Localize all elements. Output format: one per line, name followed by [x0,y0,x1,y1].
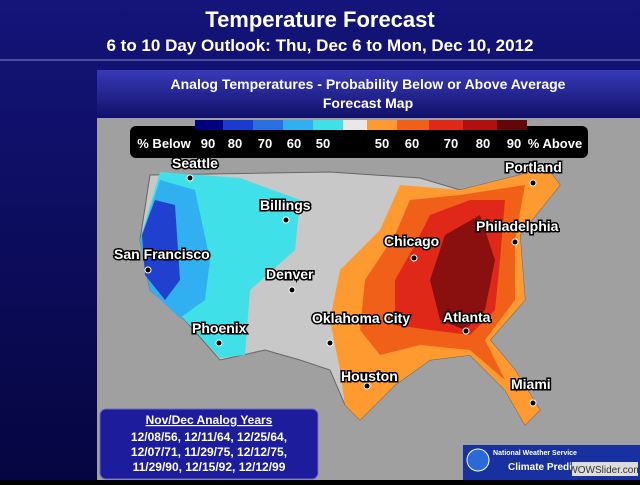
city-label: Miami [511,376,551,392]
logo-text: Climate Prediction Center [508,462,630,473]
city-dot [529,399,537,407]
watermark: WOWSlider.com [568,465,640,476]
title: Temperature Forecast [205,7,435,32]
region-below-70 [142,200,180,300]
legend-label: 90 [201,136,215,151]
city-label: Philadelphia [476,218,559,234]
region-above-80 [430,215,495,330]
legend-label: % Below [137,136,191,151]
legend-swatch [367,120,397,130]
legend-label: 50 [375,136,389,151]
city-label: San Francisco [114,246,210,262]
legend-label: 70 [258,136,272,151]
city-dot [288,286,296,294]
legend-swatch [343,120,367,130]
city-label: Chicago [384,233,439,249]
city-dot [215,339,223,347]
legend-label: 60 [287,136,301,151]
noaa-logo [466,448,490,472]
panel-header [97,70,640,118]
city-dot [186,174,194,182]
legend-swatch [397,120,429,130]
city-label: Phoenix [192,320,247,336]
city-dot [410,254,418,262]
city-dot [529,179,537,187]
analog-box [99,408,319,480]
analog-title: Nov/Dec Analog Years [146,413,273,427]
legend-label: 80 [476,136,490,151]
legend-bar [130,126,588,158]
legend-label: 70 [444,136,458,151]
legend-label: 80 [228,136,242,151]
legend-swatch [195,120,223,130]
city-label: Denver [266,266,314,282]
city-label: Atlanta [443,309,491,325]
legend-label: 90 [507,136,521,151]
city-dot [462,327,470,335]
legend-swatch [283,120,313,130]
watermark-bg [572,462,638,476]
city-label: Billings [260,197,311,213]
panel-title: Analog Temperatures - Probability Below … [171,76,566,92]
legend-swatch [313,120,343,130]
legend-swatch [223,120,253,130]
subtitle: 6 to 10 Day Outlook: Thu, Dec 6 to Mon, … [106,36,533,55]
city-dot [511,238,519,246]
city-label: Seattle [172,155,218,171]
legend-swatch [429,120,463,130]
city-label: Portland [505,159,562,175]
city-dot [282,216,290,224]
city-label: Oklahoma City [312,310,410,326]
logo-text: National Weather Service [493,450,577,457]
city-label: Houston [341,368,398,384]
panel-title: Forecast Map [323,95,413,111]
city-dot [144,266,152,274]
analog-line: 11/29/90, 12/15/92, 12/12/99 [133,460,286,474]
analog-line: 12/08/56, 12/11/64, 12/25/64, [131,430,287,444]
analog-line: 12/07/71, 11/29/75, 12/12/75, [131,445,287,459]
legend-label: 60 [405,136,419,151]
city-dot [326,339,334,347]
legend-swatch [253,120,283,130]
city-dot [363,382,371,390]
legend-label: 50 [316,136,330,151]
legend-label: % Above [528,136,582,151]
legend-swatch [463,120,497,130]
legend-swatch [497,120,527,130]
